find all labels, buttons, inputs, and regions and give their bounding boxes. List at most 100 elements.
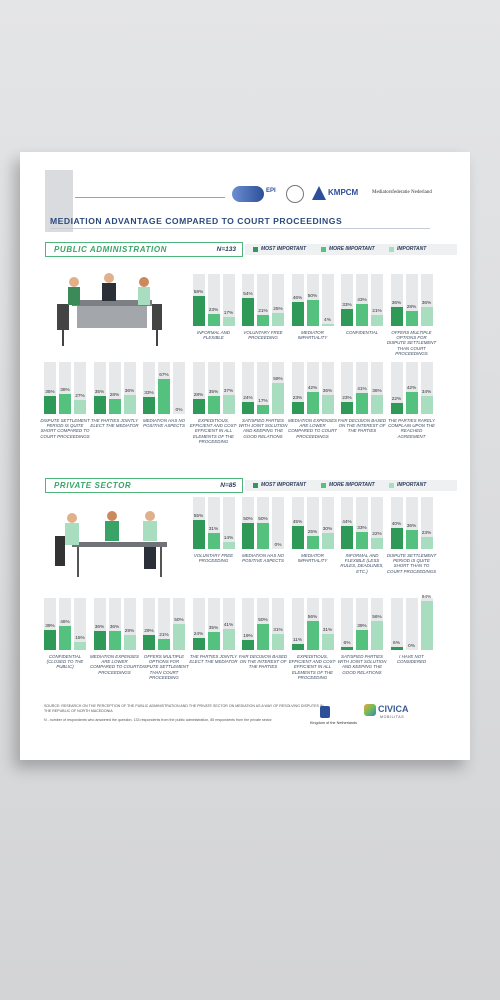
chart-label: Confidential [345,330,379,335]
section-name: PRIVATE SECTOR [54,481,132,490]
bar [257,523,269,549]
partner-sub: MOBILITAS [380,715,405,719]
value-label: 28% [406,305,417,311]
mini-chart: 46% 50% 4% [291,274,334,326]
value-label: 50% [307,294,318,299]
poster: EPI KMPCM Mediatorsfederatie Nederland M… [20,152,470,760]
mini-chart: 28% 35% 37% [192,362,235,414]
mini-chart: 44% 33% 22% [341,497,383,549]
bar [420,396,433,414]
mini-chart: 58% 23% 17% [192,274,235,326]
value-label: 58% [193,289,204,295]
legend-label: MOST IMPORTANT [261,482,307,488]
value-label: 19% [243,634,253,640]
value-label: 23% [292,396,303,402]
mini-chart: 36% 28% 36% [390,274,433,326]
logo: EPI [266,188,276,194]
legend-swatch [389,482,394,488]
bar [390,646,403,650]
value-label: 35% [208,389,219,395]
title: MEDIATION ADVANTAGE COMPARED TO COURT PR… [50,216,343,226]
bar [291,302,304,326]
value-label: 23% [421,531,432,537]
chart-label: Mediation expenses are lower compared to… [287,418,338,439]
bar [321,323,334,326]
value-label: 35% [94,389,105,395]
bar [192,295,205,326]
illustration [57,273,162,346]
bar-track [420,497,433,549]
legend-item: MORE IMPORTANT [321,482,375,488]
chart-label: I have not considered [396,654,427,665]
bar [143,634,155,650]
bar-track [192,598,205,650]
chart-label: Expeditious, efficient and cost-efficien… [189,418,238,444]
bar [306,300,319,326]
emblem [320,706,330,718]
value-label: 56% [372,614,382,620]
sample-size: N=85 [220,482,236,489]
value-label: 11% [292,638,303,644]
bar [242,297,254,326]
chart-label: Dispute settlement period is quite short… [40,418,90,439]
value-label: 36% [322,389,333,395]
illustration [55,511,167,577]
legend-label: IMPORTANT [397,246,427,252]
section-name: PUBLIC ADMINISTRATION [54,245,168,254]
legend-item: IMPORTANT [389,482,426,488]
value-label: 21% [258,309,268,315]
mini-chart: 55% 31% 14% [192,497,235,549]
mini-chart: 6% 39% 56% [341,598,383,650]
sample-size: N=133 [216,246,236,253]
logo: Mediatorsfederatie Nederland [372,190,432,195]
chart-label: Expeditious, efficient and cost-efficien… [288,654,337,680]
value-label: 14% [223,535,234,541]
value-label: 31% [208,526,219,532]
bar [291,525,304,549]
mini-chart: 40% 36% 23% [390,497,433,549]
bar-track [222,274,235,326]
bar [306,536,319,549]
section-title: PUBLIC ADMINISTRATION N=133 [45,242,243,257]
chart-label: The parties jointly elect the mediator [90,418,139,429]
value-label: 39% [45,623,55,629]
footer-note: N - number of respondents who answered t… [44,718,272,722]
chart-label: Mediation has no positive aspects [241,553,285,564]
bar-track [272,497,284,549]
bar [192,637,205,650]
value-label: 33% [144,390,154,396]
bar [143,396,155,414]
chart-label: Satisfied parties with joint solution an… [337,654,387,675]
value-label: 46% [292,296,303,302]
bar [321,533,334,549]
value-label: 24% [243,395,253,401]
value-label: 36% [109,625,120,631]
bar [222,541,235,549]
bar [44,629,56,650]
bar-track [341,598,353,650]
bar-track [257,274,269,326]
value-label: 33% [342,302,352,308]
bar [158,379,170,414]
bar [341,402,353,414]
bar [306,620,319,650]
value-label: 6% [343,640,351,646]
bar [356,531,368,549]
bar-track [390,362,403,414]
value-label: 46% [60,620,70,626]
bar [207,395,220,414]
bar-track [321,274,334,326]
mini-chart: 22% 42% 34% [390,362,433,414]
chart-label: Mediation expenses are lower compared to… [89,654,140,675]
value-label: 50% [258,517,268,522]
bar [242,640,254,650]
mini-chart: 50% 50% 0% [242,497,284,549]
legend-swatch [253,246,258,252]
bar [341,308,353,326]
value-label: 15% [75,636,85,642]
bar-track [158,598,170,650]
bar [207,314,220,326]
bar [272,383,284,414]
value-label: 56% [307,614,318,620]
value-label: 45% [292,519,303,525]
